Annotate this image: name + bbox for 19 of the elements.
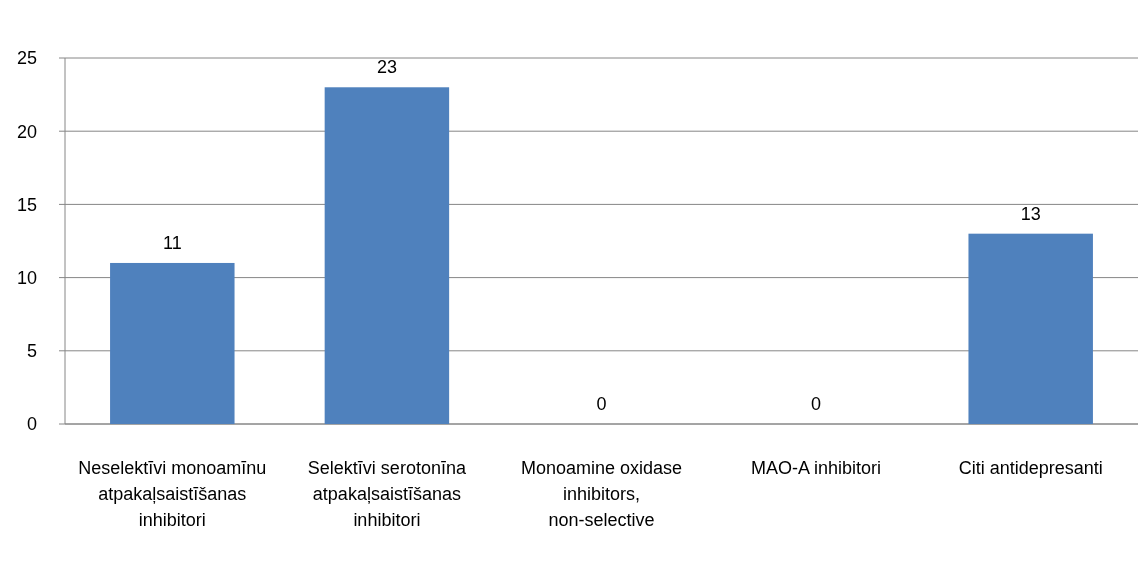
y-tick-label: 25 (16, 48, 37, 69)
bar (110, 262, 235, 424)
y-tick-label: 10 (16, 267, 37, 288)
bar (324, 87, 450, 424)
data-label: 0 (596, 394, 607, 414)
x-tick-label: Citi antidepresanti (958, 458, 1103, 478)
x-tick-label: MAO-A inhibitori (751, 458, 882, 478)
x-tick-label: Selektīvi serotonīna atpakaļsaistīšanas inhibitori (307, 458, 467, 530)
data-label: 23 (376, 57, 397, 78)
data-label: 0 (811, 394, 822, 414)
data-label: 13 (1020, 203, 1041, 224)
y-tick-label: 20 (16, 121, 37, 142)
data-label: 11 (162, 232, 182, 253)
y-tick-label: 5 (26, 341, 37, 362)
bar (968, 233, 1093, 424)
x-tick-label: Monoamine oxidase inhibitors, non-selective (520, 458, 683, 530)
x-tick-label: Neselektīvi monoamīnu atpakaļsaistīšanas inhibitori (78, 458, 267, 530)
y-tick-label: 15 (16, 194, 37, 215)
y-tick-label: 0 (26, 414, 37, 435)
